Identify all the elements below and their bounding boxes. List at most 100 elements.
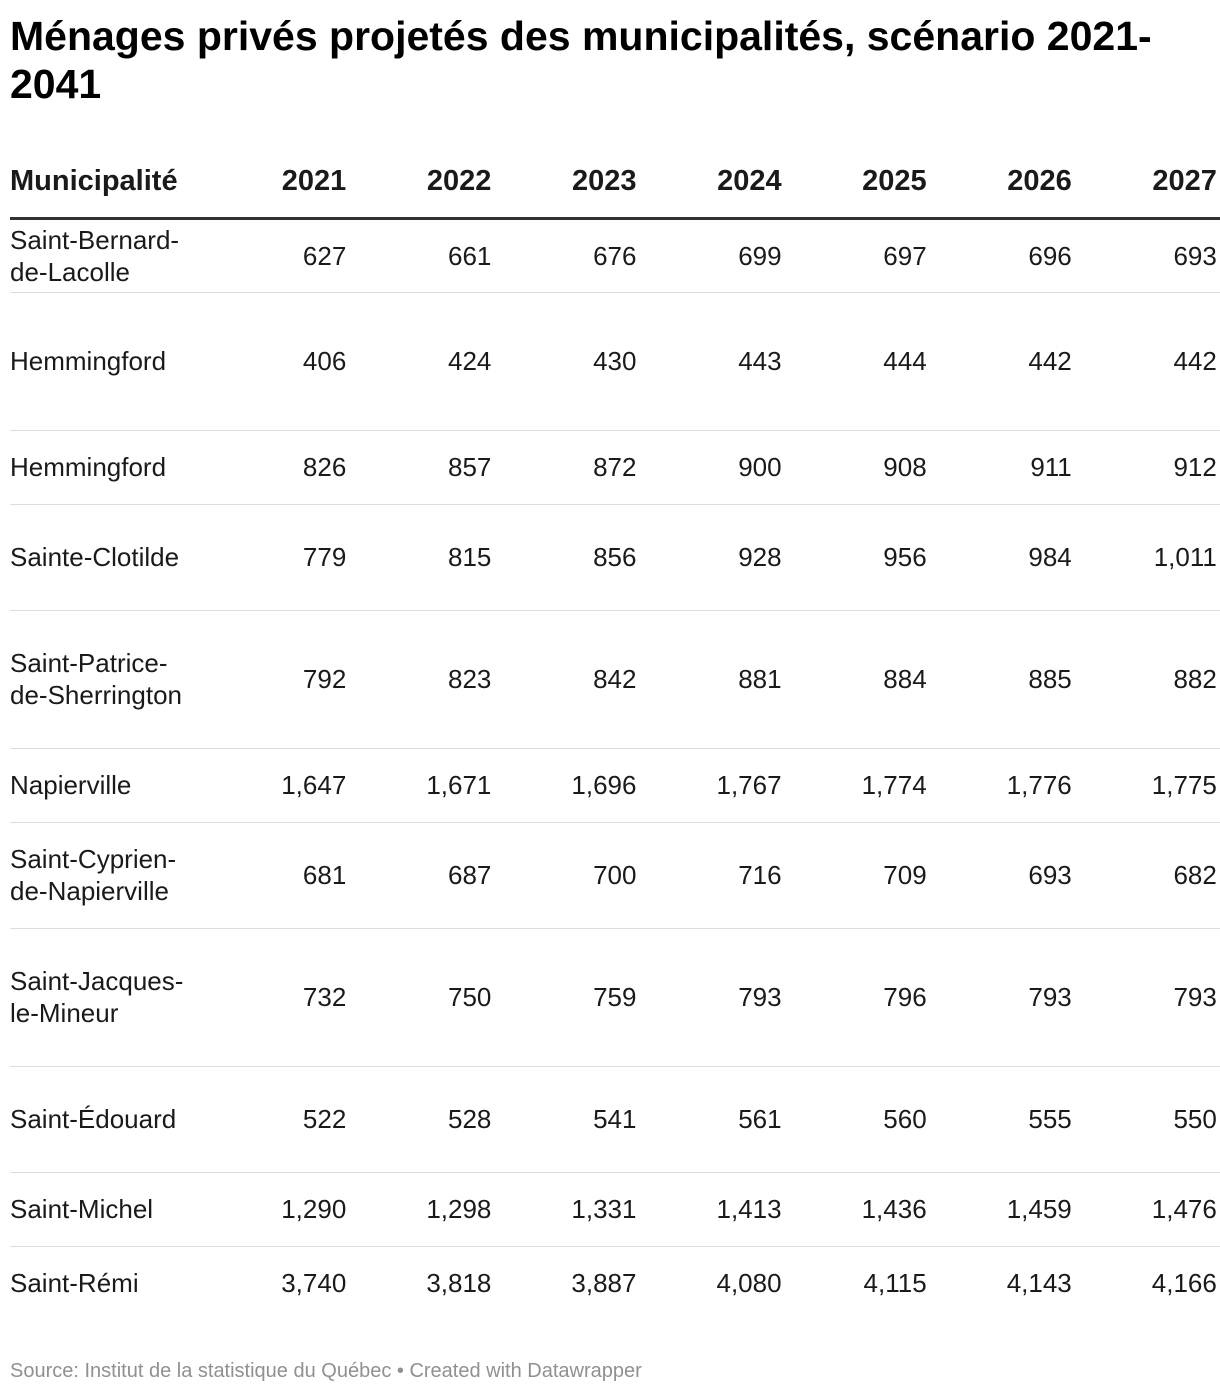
column-header[interactable]: 2022 (354, 146, 500, 220)
value-cell: 700 (499, 822, 645, 929)
value-cell: 4,080 (716, 1268, 782, 1299)
data-table-container[interactable]: Municipalité 2021 2022 2023 2024 2025 20… (10, 146, 1220, 1320)
table-row: Saint-Bernard-de-Lacolle 627 661 676 699 697 6… (10, 218, 1220, 293)
value-cell: 1,647 (209, 748, 355, 823)
value-cell: 541 (499, 1066, 645, 1173)
table-row: Saint-Édouard 522 528 541 561 560 555 550 (10, 1066, 1220, 1173)
column-header[interactable]: 2025 (789, 146, 935, 220)
value-cell: 842 (499, 610, 645, 749)
table-row: Napierville 1,647 1,671 1,696 1,767 1,774 1,77… (10, 748, 1220, 823)
value-cell: 900 (644, 430, 790, 505)
value-cell: 1,459 (934, 1172, 1080, 1247)
value-cell: 759 (499, 928, 645, 1067)
value-cell: 693 (934, 822, 1080, 929)
table-row: Saint-Cyprien-de-Napierville 681 687 700 716… (10, 822, 1220, 929)
value-cell: 884 (789, 610, 935, 749)
value-cell: 779 (209, 504, 355, 611)
municipality-name-cell: Saint-Michel (10, 1172, 210, 1247)
value-cell: 430 (499, 292, 645, 431)
value-cell: 560 (789, 1066, 935, 1173)
value-cell: 984 (934, 504, 1080, 611)
municipality-name-cell: Saint-Patrice-de-Sherrington (10, 610, 210, 749)
value-cell: 1,776 (934, 748, 1080, 823)
value-cell: 826 (209, 430, 355, 505)
column-header[interactable]: Municipalité (10, 146, 210, 220)
value-cell: 682 (1079, 822, 1220, 929)
value-cell: 3,818 (426, 1268, 492, 1299)
value-cell: 693 (1079, 218, 1220, 293)
value-cell: 696 (934, 218, 1080, 293)
value-cell: 424 (354, 292, 500, 431)
municipality-name-cell: Saint-Cyprien-de-Napierville (10, 822, 210, 929)
value-cell: 912 (1079, 430, 1220, 505)
municipality-name-cell: Sainte-Clotilde (10, 504, 210, 611)
table-row: Hemmingford 406 424 430 443 444 442 442 (10, 292, 1220, 431)
value-cell: 908 (789, 430, 935, 505)
value-cell: 1,696 (499, 748, 645, 823)
column-header[interactable]: 2024 (644, 146, 790, 220)
value-cell: 697 (789, 218, 935, 293)
column-header[interactable]: 2021 (209, 146, 355, 220)
column-header[interactable]: 2023 (499, 146, 645, 220)
value-cell: 1,298 (354, 1172, 500, 1247)
value-cell: 627 (209, 218, 355, 293)
value-cell: 1,476 (1079, 1172, 1220, 1247)
value-cell: 793 (1079, 928, 1220, 1067)
value-cell: 793 (934, 928, 1080, 1067)
table-row: Hemmingford 826 857 872 900 908 911 912 (10, 430, 1220, 505)
value-cell: 444 (789, 292, 935, 431)
value-cell: 823 (354, 610, 500, 749)
value-cell: 885 (934, 610, 1080, 749)
table-row: Saint-Patrice-de-Sherrington 792 823 842 881… (10, 610, 1220, 749)
value-cell: 687 (354, 822, 500, 929)
value-cell: 681 (209, 822, 355, 929)
value-cell: 796 (789, 928, 935, 1067)
municipality-name-cell: Napierville (10, 748, 210, 823)
value-cell: 550 (1079, 1066, 1220, 1173)
value-cell: 1,413 (644, 1172, 790, 1247)
value-cell: 709 (789, 822, 935, 929)
value-cell: 928 (644, 504, 790, 611)
value-cell: 699 (644, 218, 790, 293)
column-header[interactable]: 2027 (1079, 146, 1220, 220)
table-row: Saint-Rémi 3,740 3,818 3,887 4,080 4,115 4,143… (10, 1246, 1220, 1320)
municipality-name-cell: Saint-Bernard-de-Lacolle (10, 218, 210, 293)
municipality-name-cell: Saint-Jacques-le-Mineur (10, 928, 210, 1067)
chart-title: Ménages privés projetés des municipalité… (10, 13, 1152, 107)
value-cell: 406 (209, 292, 355, 431)
municipality-name-cell: Saint-Édouard (10, 1066, 210, 1173)
value-cell: 1,775 (1079, 748, 1220, 823)
value-cell: 561 (644, 1066, 790, 1173)
value-cell: 528 (354, 1066, 500, 1173)
value-cell: 881 (644, 610, 790, 749)
municipality-name-cell: Hemmingford (10, 292, 210, 431)
value-cell: 911 (934, 430, 1080, 505)
table-row: Saint-Michel 1,290 1,298 1,331 1,413 1,436 1,4… (10, 1172, 1220, 1247)
value-cell: 442 (1079, 292, 1220, 431)
value-cell: 815 (354, 504, 500, 611)
table-body: Saint-Bernard-de-Lacolle 627 661 676 699 697 6… (10, 218, 1220, 1320)
column-header[interactable]: 2026 (934, 146, 1080, 220)
value-cell: 3,740 (281, 1268, 347, 1299)
value-cell: 555 (934, 1066, 1080, 1173)
value-cell: 732 (209, 928, 355, 1067)
municipality-name-cell: Hemmingford (10, 430, 210, 505)
value-cell: 956 (789, 504, 935, 611)
value-cell: 750 (354, 928, 500, 1067)
value-cell: 1,671 (354, 748, 500, 823)
value-cell: 1,011 (1079, 504, 1220, 611)
value-cell: 442 (934, 292, 1080, 431)
value-cell: 3,887 (571, 1268, 637, 1299)
value-cell: 4,143 (1006, 1268, 1072, 1299)
value-cell: 857 (354, 430, 500, 505)
source-footer: Source: Institut de la statistique du Qu… (10, 1360, 642, 1382)
value-cell: 793 (644, 928, 790, 1067)
value-cell: 661 (354, 218, 500, 293)
value-cell: 1,767 (644, 748, 790, 823)
value-cell: 1,774 (789, 748, 935, 823)
value-cell: 522 (209, 1066, 355, 1173)
value-cell: 792 (209, 610, 355, 749)
value-cell: 1,331 (499, 1172, 645, 1247)
value-cell: 882 (1079, 610, 1220, 749)
